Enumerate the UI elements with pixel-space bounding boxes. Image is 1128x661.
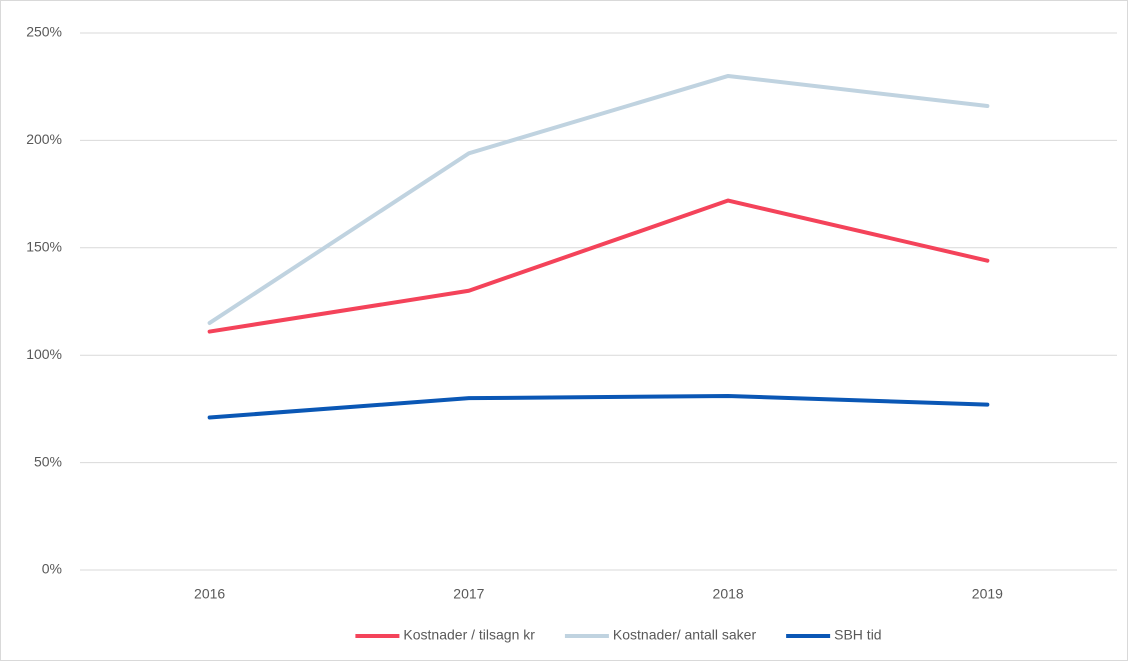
y-tick-label: 200% bbox=[26, 131, 62, 147]
series-line bbox=[207, 394, 990, 420]
y-tick-label: 150% bbox=[26, 239, 62, 255]
y-tick-label: 50% bbox=[34, 453, 62, 469]
legend-label: Kostnader/ antall saker bbox=[613, 627, 757, 643]
legend-label: SBH tid bbox=[834, 627, 881, 643]
y-tick-label: 100% bbox=[26, 346, 62, 362]
x-tick-label: 2017 bbox=[453, 586, 484, 602]
x-tick-label: 2019 bbox=[972, 586, 1003, 602]
series-line bbox=[207, 73, 990, 325]
y-tick-label: 250% bbox=[26, 24, 62, 40]
x-tick-label: 2016 bbox=[194, 586, 225, 602]
series-line bbox=[207, 198, 990, 334]
y-tick-label: 0% bbox=[42, 561, 62, 577]
x-tick-label: 2018 bbox=[713, 586, 744, 602]
legend-label: Kostnader / tilsagn kr bbox=[403, 627, 535, 643]
